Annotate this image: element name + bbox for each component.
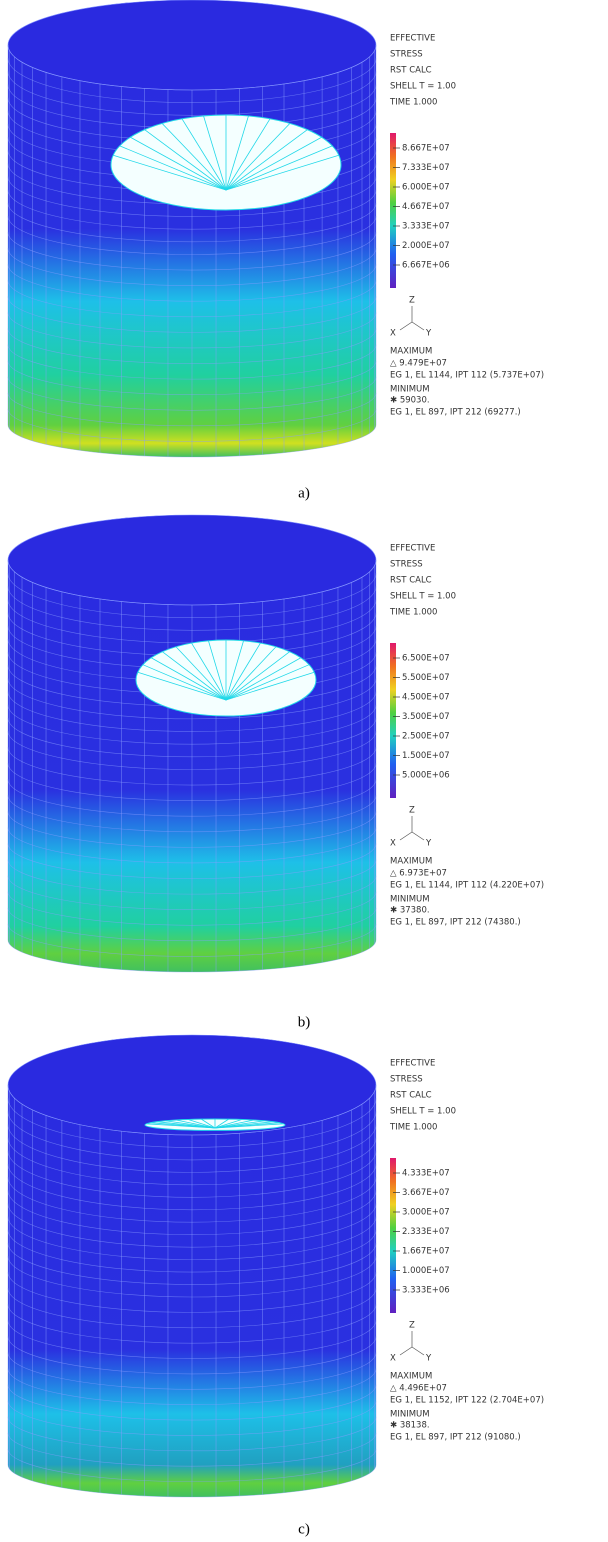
axis-label: Z [409,806,415,816]
extreme-text: MAXIMUM [390,857,432,867]
legend-label: 3.333E+06 [402,1286,450,1296]
axis [400,832,412,840]
legend-label: 6.000E+07 [402,183,450,193]
caption: a) [298,485,310,501]
legend-title: STRESS [390,1075,423,1085]
extreme-text: MAXIMUM [390,347,432,357]
extreme-text: EG 1, EL 1144, IPT 112 (5.737E+07) [390,371,544,381]
legend-title: TIME 1.000 [389,98,437,108]
extreme-text: △ 4.496E+07 [390,1384,447,1394]
legend-title: SHELL T = 1.00 [390,592,456,602]
axis [412,322,424,330]
extreme-text: ✱ 59030. [390,396,430,406]
extreme-text: MINIMUM [390,895,430,905]
legend-label: 2.500E+07 [402,732,450,742]
axis-label: Y [425,839,432,849]
legend-label: 4.500E+07 [402,693,450,703]
legend-title: EFFECTIVE [390,34,435,44]
axis-label: X [390,839,396,849]
extreme-text: EG 1, EL 897, IPT 212 (91080.) [390,1433,521,1443]
axis-label: X [390,1354,396,1364]
caption: b) [298,1014,311,1030]
legend-label: 5.500E+07 [402,673,450,683]
extreme-text: EG 1, EL 897, IPT 212 (69277.) [390,408,521,418]
legend-title: STRESS [390,560,423,570]
extreme-text: MINIMUM [390,1410,430,1420]
legend-label: 2.333E+07 [402,1227,450,1237]
caption: c) [298,1521,310,1537]
cylinder-top [8,0,376,90]
legend-title: TIME 1.000 [389,608,437,618]
legend-label: 1.500E+07 [402,751,450,761]
legend-label: 7.333E+07 [402,163,450,173]
axis [400,322,412,330]
legend-title: RST CALC [390,66,432,76]
extreme-text: EG 1, EL 1144, IPT 112 (4.220E+07) [390,881,544,891]
legend-label: 3.000E+07 [402,1208,450,1218]
legend-label: 3.500E+07 [402,712,450,722]
legend-title: STRESS [390,50,423,60]
legend-label: 5.000E+06 [402,771,450,781]
legend-title: RST CALC [390,576,432,586]
axis-label: Y [425,329,432,339]
legend-label: 3.667E+07 [402,1188,450,1198]
legend-title: SHELL T = 1.00 [390,1107,456,1117]
legend-label: 8.667E+07 [402,144,450,154]
legend-label: 6.500E+07 [402,654,450,664]
legend-title: EFFECTIVE [390,544,435,554]
legend-label: 4.333E+07 [402,1169,450,1179]
legend-label: 6.667E+06 [402,261,450,271]
axis-label: Y [425,1354,432,1364]
axis [412,1347,424,1355]
extreme-text: ✱ 38138. [390,1421,430,1431]
legend-label: 2.000E+07 [402,241,450,251]
extreme-text: △ 6.973E+07 [390,869,447,879]
legend-label: 1.667E+07 [402,1247,450,1257]
extreme-text: EG 1, EL 1152, IPT 122 (2.704E+07) [390,1396,544,1406]
legend-title: TIME 1.000 [389,1123,437,1133]
extreme-text: EG 1, EL 897, IPT 212 (74380.) [390,918,521,928]
legend-title: SHELL T = 1.00 [390,82,456,92]
axis [400,1347,412,1355]
axis-label: Z [409,1321,415,1331]
extreme-text: △ 9.479E+07 [390,359,447,369]
extreme-text: MAXIMUM [390,1372,432,1382]
legend-title: EFFECTIVE [390,1059,435,1069]
extreme-text: MINIMUM [390,385,430,395]
axis-label: X [390,329,396,339]
cylinder-top [8,515,376,605]
axis-label: Z [409,296,415,306]
axis [412,832,424,840]
extreme-text: ✱ 37380. [390,906,430,916]
legend-label: 1.000E+07 [402,1266,450,1276]
legend-label: 4.667E+07 [402,202,450,212]
figure: EFFECTIVE STRESS RST CALC SHELL T = 1.00 TIM… [0,0,608,1542]
legend-title: RST CALC [390,1091,432,1101]
legend-label: 3.333E+07 [402,222,450,232]
